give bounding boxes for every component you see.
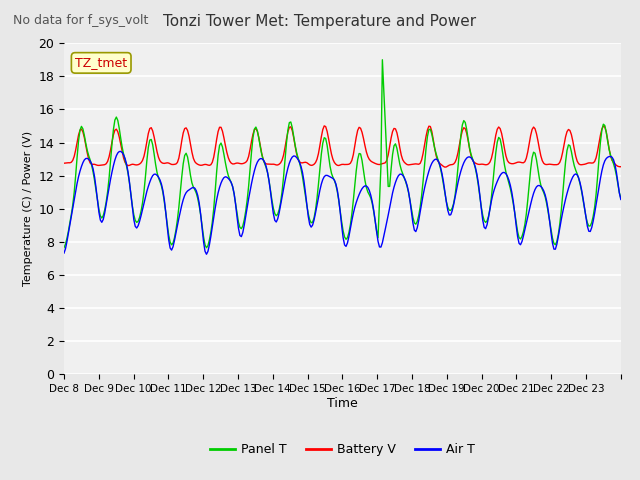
Text: Tonzi Tower Met: Temperature and Power: Tonzi Tower Met: Temperature and Power	[163, 14, 477, 29]
X-axis label: Time: Time	[327, 397, 358, 410]
Y-axis label: Temperature (C) / Power (V): Temperature (C) / Power (V)	[23, 131, 33, 287]
Legend: Panel T, Battery V, Air T: Panel T, Battery V, Air T	[205, 438, 480, 461]
Text: No data for f_sys_volt: No data for f_sys_volt	[13, 14, 148, 27]
Text: TZ_tmet: TZ_tmet	[75, 56, 127, 70]
